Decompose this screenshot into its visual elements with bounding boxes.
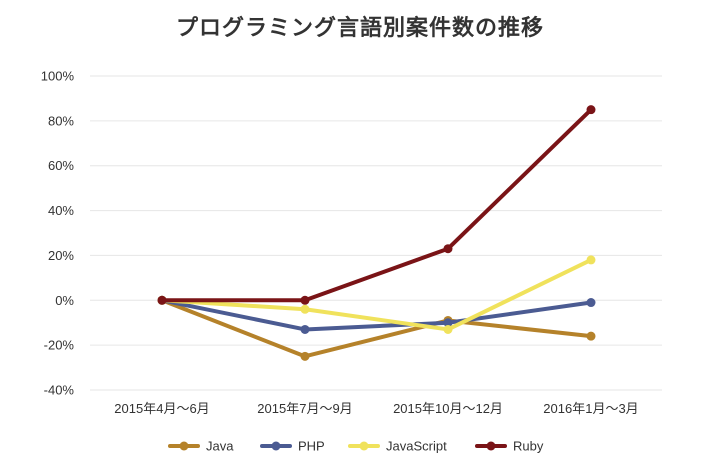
series-line-java bbox=[160, 298, 593, 359]
legend-label-ruby: Ruby bbox=[513, 439, 544, 454]
legend-label-javascript: JavaScript bbox=[386, 439, 447, 454]
y-tick-label: 60% bbox=[48, 158, 74, 173]
data-point-java bbox=[300, 351, 310, 361]
data-point-ruby bbox=[300, 295, 310, 305]
x-tick-label: 2015年7月〜9月 bbox=[257, 401, 352, 416]
legend-label-java: Java bbox=[206, 439, 234, 454]
data-point-javascript bbox=[443, 324, 453, 334]
data-point-ruby bbox=[157, 295, 167, 305]
data-point-javascript bbox=[586, 255, 596, 265]
legend-swatch-dot-ruby bbox=[486, 441, 496, 451]
legend-label-php: PHP bbox=[298, 439, 325, 454]
legend-swatch-dot-php bbox=[271, 441, 281, 451]
series-line-ruby bbox=[160, 107, 593, 303]
x-tick-label: 2016年1月〜3月 bbox=[543, 401, 638, 416]
y-tick-label: -40% bbox=[44, 383, 75, 398]
x-tick-label: 2015年4月〜6月 bbox=[114, 401, 209, 416]
y-tick-label: 20% bbox=[48, 248, 74, 263]
data-point-php bbox=[586, 298, 596, 308]
legend-swatch-dot-javascript bbox=[359, 441, 369, 451]
y-tick-label: 100% bbox=[41, 69, 75, 84]
y-tick-label: -20% bbox=[44, 338, 75, 353]
data-point-javascript bbox=[300, 304, 310, 314]
chart-title: プログラミング言語別案件数の推移 bbox=[175, 16, 544, 41]
data-point-ruby bbox=[586, 105, 596, 115]
data-point-ruby bbox=[443, 244, 453, 254]
series-line-php bbox=[160, 298, 593, 332]
series-line-javascript bbox=[160, 257, 593, 332]
x-tick-label: 2015年10月〜12月 bbox=[393, 401, 503, 416]
data-point-php bbox=[300, 324, 310, 334]
y-tick-label: 0% bbox=[55, 293, 74, 308]
data-point-php bbox=[443, 318, 453, 328]
data-point-java bbox=[586, 331, 596, 341]
y-tick-label: 80% bbox=[48, 113, 74, 128]
legend-swatch-dot-java bbox=[179, 441, 189, 451]
y-tick-label: 40% bbox=[48, 203, 74, 218]
